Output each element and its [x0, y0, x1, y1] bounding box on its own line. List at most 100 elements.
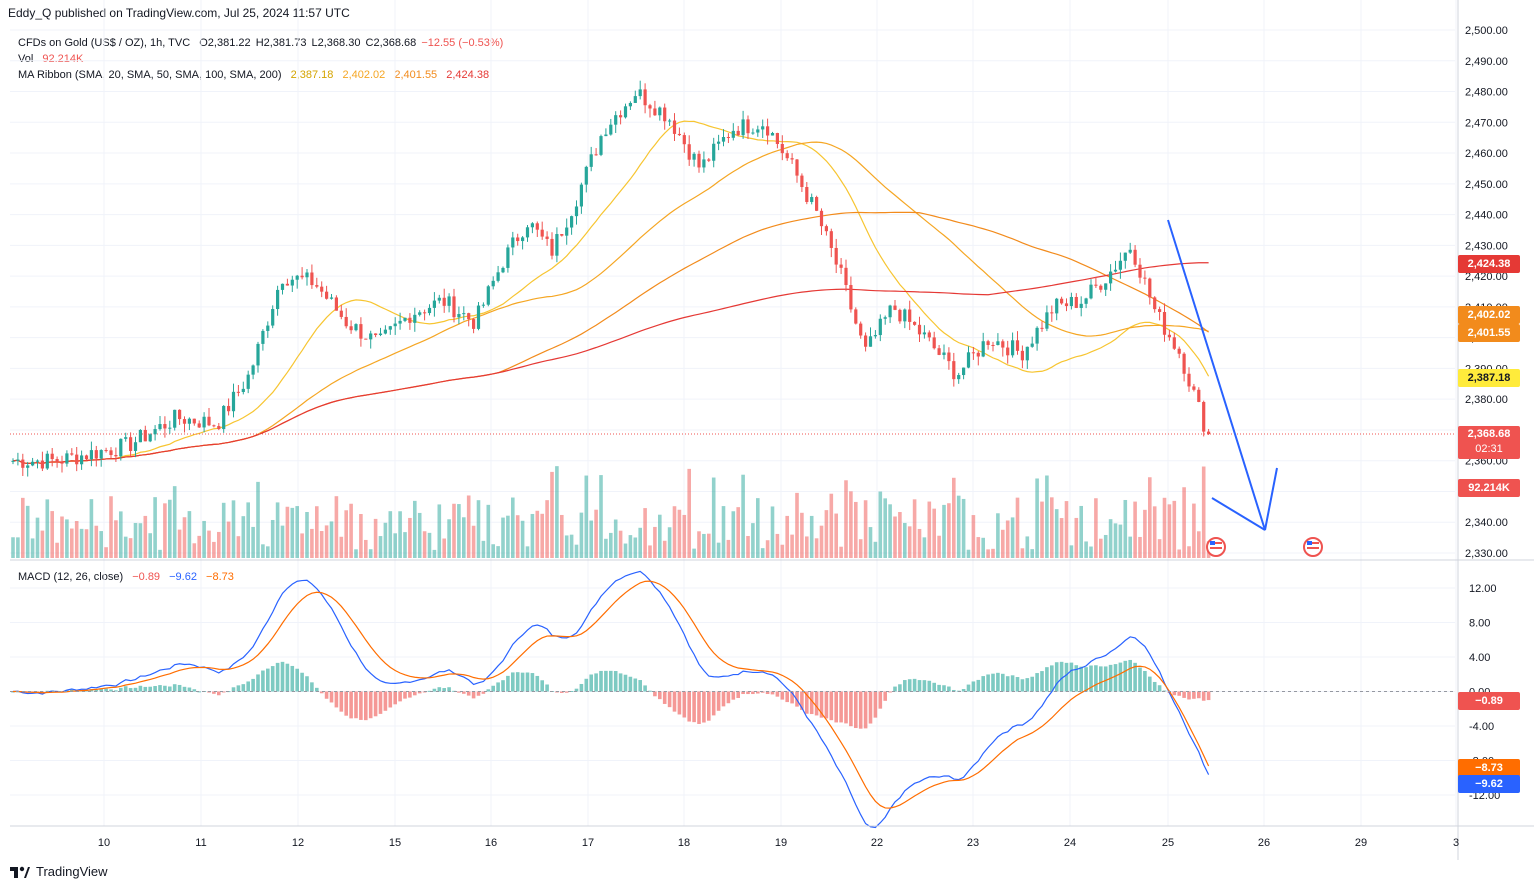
candle-body — [579, 184, 583, 207]
candle-body — [148, 434, 152, 442]
macd-label[interactable]: MACD (12, 26, close) — [18, 571, 124, 583]
volume-bar — [207, 530, 211, 558]
volume-label[interactable]: Vol — [18, 53, 34, 65]
candle-body — [45, 453, 49, 469]
chart-grid — [10, 0, 1457, 826]
ma100-badge: 2,401.55 — [1458, 324, 1520, 342]
candle-body — [1187, 373, 1191, 387]
price-badge-countdown: 02:31 — [1475, 443, 1503, 455]
macd-hist-bar — [417, 691, 422, 694]
macd-hist-bar — [839, 691, 843, 723]
macd-hist-bar — [148, 686, 152, 692]
macd-hist-bar — [814, 691, 819, 716]
volume-bar — [912, 499, 917, 558]
price-tick-label: 2,380.00 — [1465, 394, 1508, 406]
volume-bar — [633, 537, 638, 558]
us-economic-event-icon — [1206, 537, 1226, 557]
macd-hist-bar — [922, 680, 927, 692]
macd-hist-bar — [104, 688, 108, 692]
volume-bar — [780, 544, 785, 558]
ma-ribbon-label[interactable]: MA Ribbon (SMA, 20, SMA, 50, SMA, 100, S… — [18, 69, 282, 81]
volume-bar — [94, 525, 99, 558]
volume-bar — [1182, 487, 1186, 558]
macd-hist-bar — [437, 687, 442, 692]
candle-body — [1197, 389, 1201, 402]
candle-body — [31, 461, 35, 466]
candle-body — [574, 206, 579, 217]
price-badge: 2,368.68 02:31 — [1458, 426, 1520, 459]
macd-hist-bar — [1030, 676, 1034, 692]
volume-bar — [70, 528, 74, 558]
macd-hist-bar — [251, 678, 255, 692]
candle-body — [236, 391, 240, 393]
volume-bar — [143, 515, 148, 558]
ma50-value: 2,402.02 — [342, 69, 386, 81]
macd-hist-bar — [849, 691, 853, 727]
candle-body — [692, 153, 696, 160]
macd-hist-bar — [378, 691, 383, 714]
candle-body — [521, 237, 525, 242]
macd-hist-bar — [305, 676, 309, 692]
volume-bar — [589, 520, 593, 558]
volume-bar — [643, 508, 647, 558]
candle-body — [560, 234, 564, 236]
macd-hist-bar — [1206, 691, 1211, 701]
volume-bar — [256, 481, 260, 558]
candle-body — [359, 324, 363, 339]
macd-hist-bar — [261, 670, 265, 692]
macd-hist-bar — [1099, 666, 1103, 692]
sma200-line — [12, 262, 1209, 465]
macd-hist-bar — [119, 687, 123, 692]
macd-hist-bar — [1064, 662, 1069, 692]
candle-body — [844, 267, 848, 286]
macd-hist-bar — [854, 691, 858, 729]
macd-hist-bar — [1118, 662, 1123, 692]
candle-body — [668, 120, 672, 122]
volume-bar — [11, 537, 15, 558]
macd-hist-bar — [873, 691, 878, 718]
volume-bar — [775, 533, 780, 558]
macd-hist-bar — [790, 691, 794, 704]
candle-body — [325, 291, 329, 299]
volume-bar — [898, 512, 902, 558]
volume-bar — [814, 538, 819, 558]
candle-body — [280, 283, 285, 290]
volume-bar — [682, 514, 687, 558]
volume-bar — [952, 477, 956, 558]
candle-body — [565, 227, 569, 236]
candle-body — [437, 297, 441, 301]
macd-hist-bar — [221, 691, 226, 693]
candle-body — [261, 330, 265, 344]
volume-bar — [241, 516, 246, 558]
macd-hist-value: −0.89 — [132, 571, 161, 583]
price-tick-label: 2,440.00 — [1465, 210, 1508, 222]
candle-body — [1006, 347, 1010, 356]
volume-bar — [74, 520, 79, 558]
candle-body — [143, 429, 147, 442]
volume-bar — [1143, 509, 1147, 558]
volume-bar — [829, 493, 834, 558]
tradingview-logo[interactable]: TradingView — [10, 864, 108, 879]
volume-bar — [349, 503, 353, 558]
macd-hist-bar — [1084, 667, 1088, 692]
candle-body — [295, 275, 299, 280]
volume-bar — [221, 502, 226, 558]
candle-body — [1128, 249, 1132, 253]
price-tick-label: 2,420.00 — [1465, 271, 1508, 283]
macd-legend: MACD (12, 26, close) −0.89 −9.62 −8.73 — [18, 570, 240, 584]
macd-hist-bar — [947, 686, 951, 692]
macd-hist-bar — [1177, 691, 1181, 696]
macd-hist-bar — [682, 691, 687, 718]
volume-bar — [60, 516, 64, 558]
volume-badge: 92.214K — [1458, 479, 1520, 497]
candle-body — [80, 455, 84, 465]
volume-bar — [942, 504, 946, 558]
macd-hist-bar — [1089, 665, 1093, 692]
time-tick-label: 15 — [389, 837, 401, 849]
volume-bar — [89, 499, 94, 558]
candle-body — [1079, 303, 1083, 308]
macd-hist-bar — [834, 691, 838, 723]
candle-body — [1172, 337, 1176, 349]
candle-body — [432, 300, 436, 308]
